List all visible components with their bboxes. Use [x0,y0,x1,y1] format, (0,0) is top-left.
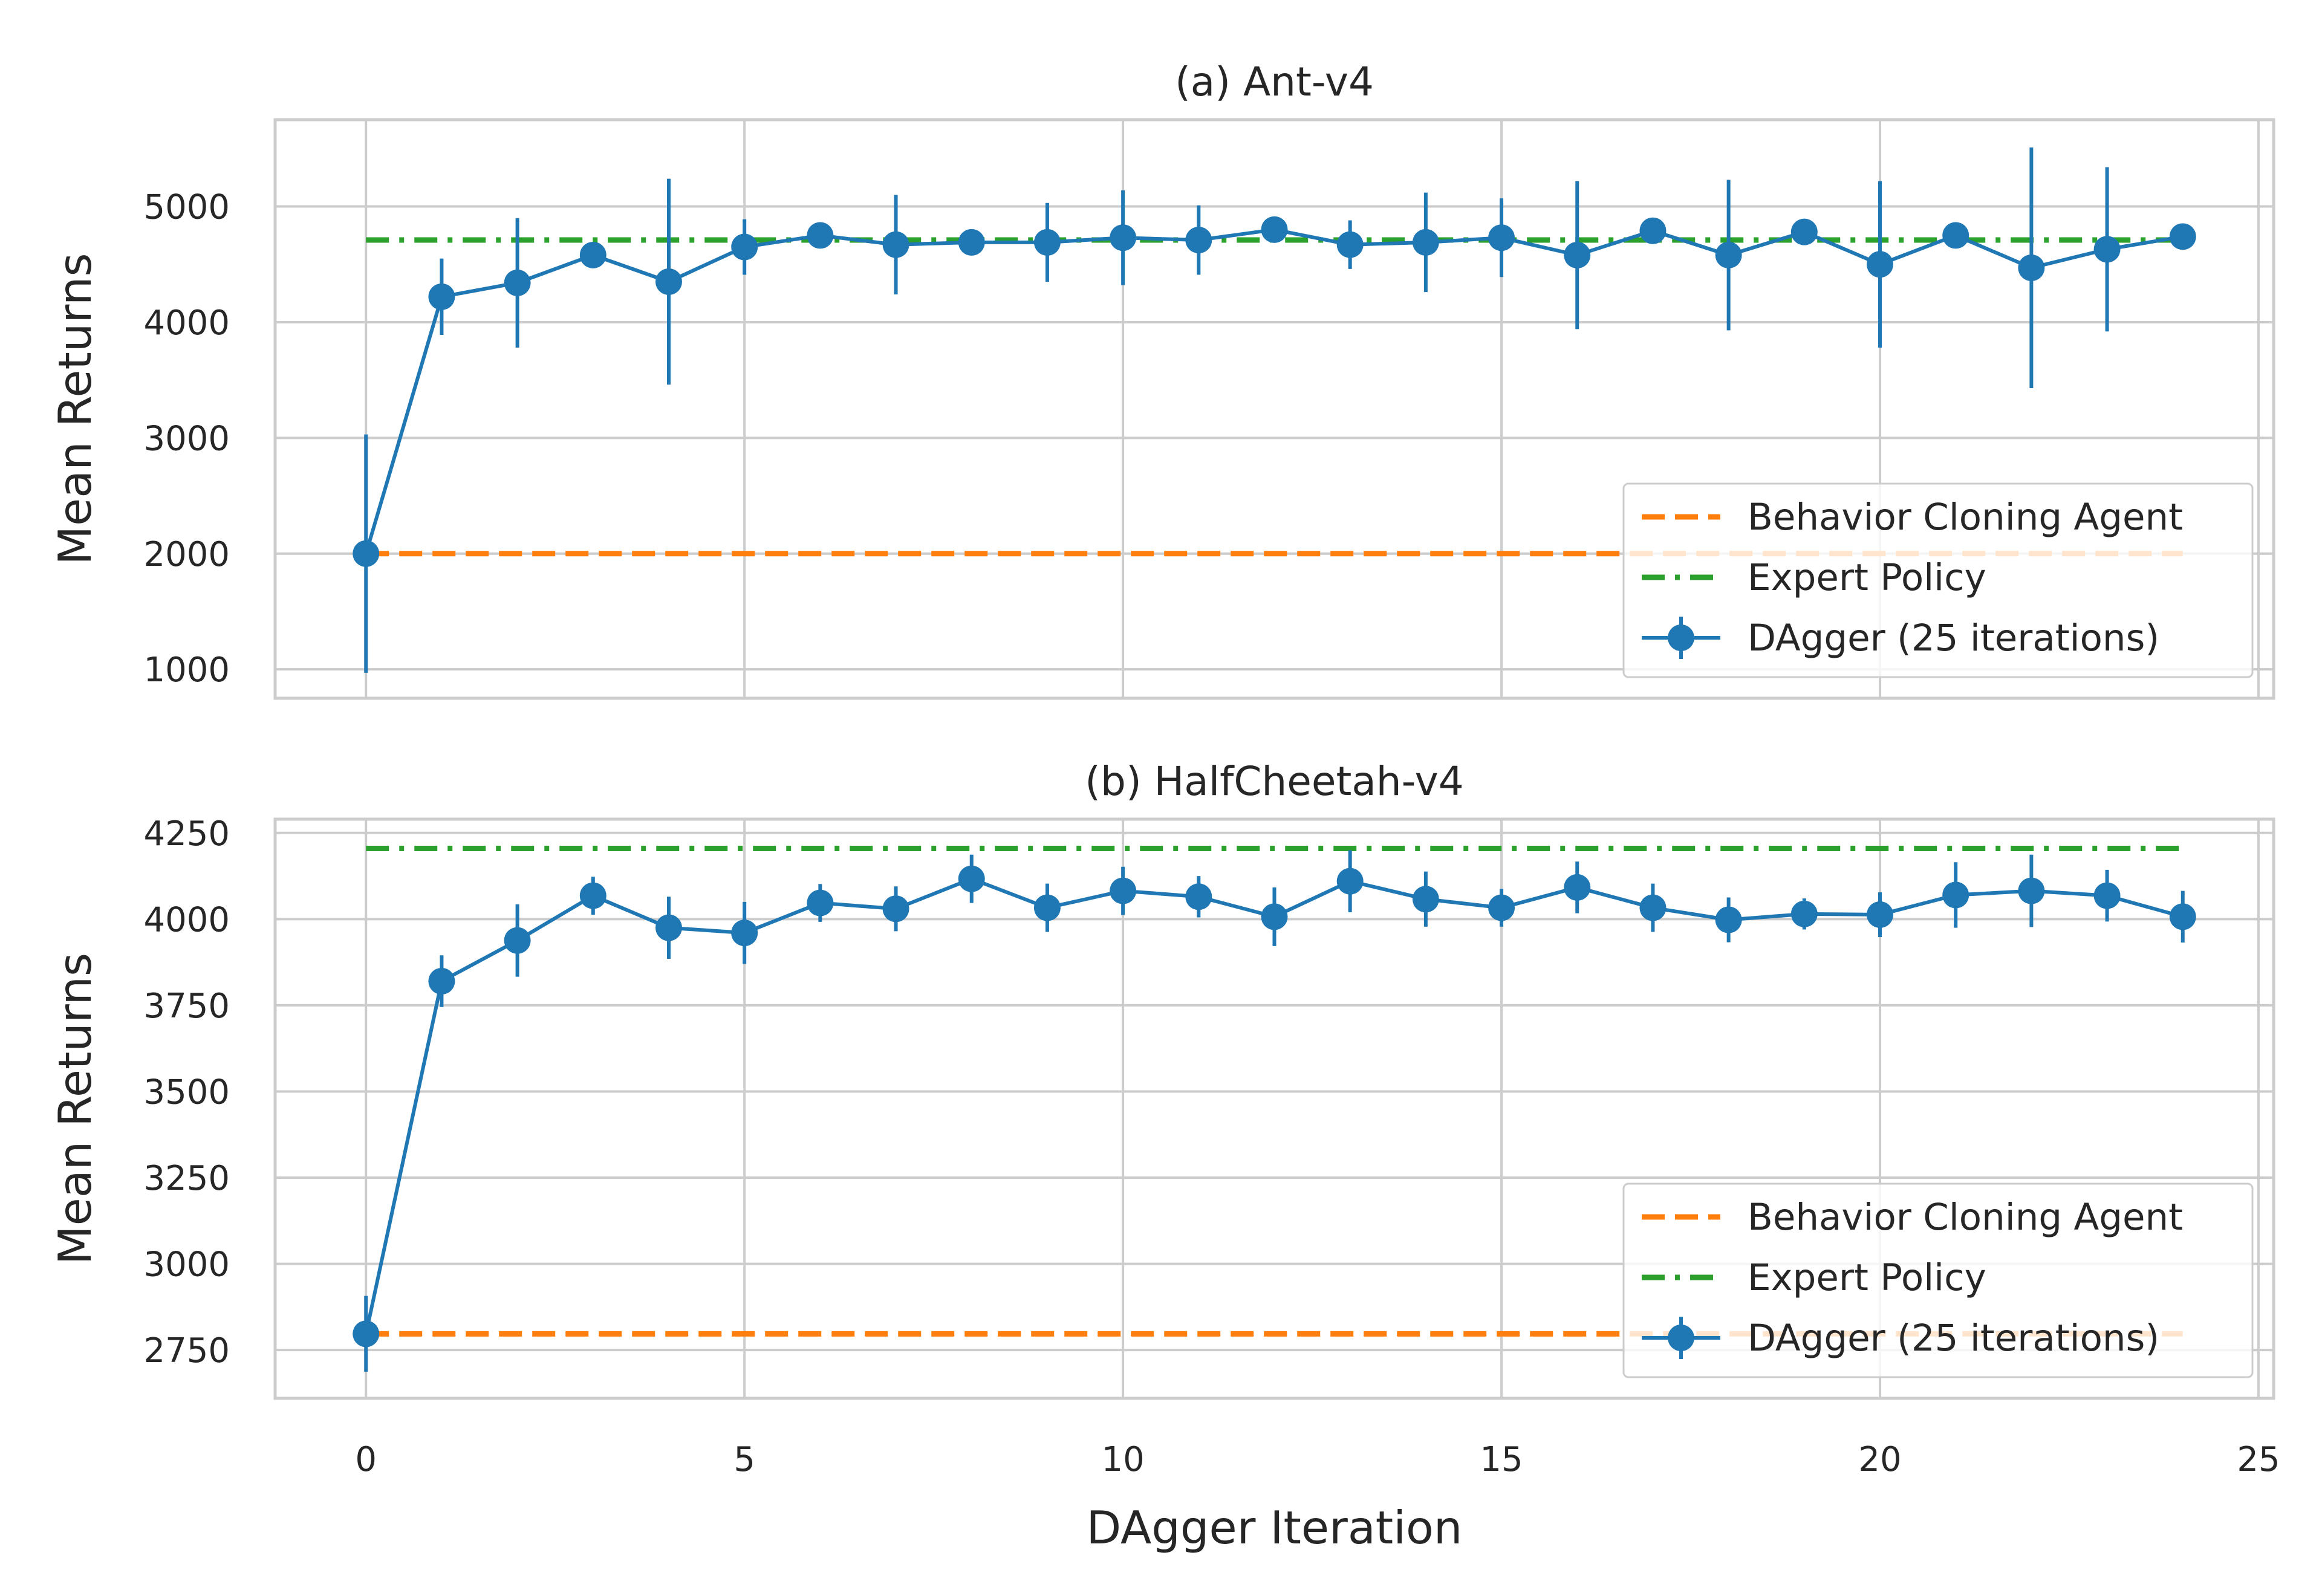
dagger-point [1033,229,1061,256]
x-axis-label: DAgger Iteration [1087,1501,1463,1554]
dagger-point [1790,218,1818,245]
axes-frame [273,118,2275,700]
dagger-point [958,865,985,892]
x-tick-label: 15 [1480,1440,1523,1479]
x-tick-label: 5 [733,1440,755,1479]
x-tick-label: 10 [1101,1440,1144,1479]
dagger-point [504,927,531,954]
dagger-point [2169,903,2196,930]
dagger-point [428,283,455,310]
legend-label: Behavior Cloning Agent [1748,1196,2183,1239]
dagger-point [1110,877,1137,904]
y-tick-label: 5000 [143,188,230,227]
y-tick-label: 2750 [143,1331,230,1371]
y-tick-label: 3000 [143,1245,230,1285]
y-tick-label: 3250 [143,1159,230,1198]
dagger-point [1942,881,1969,909]
dagger-point [1412,229,1439,256]
dagger-point [731,920,758,947]
dagger-point [2093,236,2121,263]
legend: Behavior Cloning Agent Expert Policy DAgge… [1622,1182,2254,1378]
y-tick-label: 1000 [143,650,230,690]
dagger-point [1261,903,1288,930]
dagger-point [1942,222,1969,249]
dagger-point [1412,886,1439,913]
dagger-point [579,882,607,909]
chart-title: (a) Ant-v4 [1175,59,1374,105]
legend-label: Expert Policy [1748,1256,1986,1299]
y-tick-label: 2000 [143,535,230,574]
panel-ant: (a) Ant-v4 Mean Returns 1000 2000 3000 4000… [48,59,2275,700]
dagger-point [2169,223,2196,250]
chart-title: (b) HalfCheetah-v4 [1085,758,1463,805]
legend-label: DAgger (25 iterations) [1748,1317,2159,1360]
y-tick-label: 4000 [143,900,230,939]
dagger-point [1033,894,1061,921]
dagger-point [1336,868,1364,895]
dagger-point [2093,882,2121,909]
dagger-point [1110,224,1137,251]
dagger-point [807,222,834,249]
y-axis-label: Mean Returns [48,253,102,565]
dagger-point [353,1320,380,1348]
legend-box [1622,1182,2254,1378]
dagger-point [428,968,455,995]
y-tick-label: 4250 [143,814,230,854]
legend-label: Expert Policy [1748,556,1986,599]
dagger-point [2018,254,2045,281]
legend-swatch-marker [1668,1325,1694,1351]
dagger-point [1867,901,1894,928]
dagger-point [1488,224,1515,251]
dagger-point [353,540,380,567]
dagger-point [1790,900,1818,927]
legend-label: DAgger (25 iterations) [1748,617,2159,660]
dagger-point [807,889,834,916]
axes-frame [273,817,2275,1400]
dagger-point [504,269,531,296]
dagger-point [958,229,985,256]
dagger-point [1336,231,1364,258]
dagger-point [655,914,682,941]
x-tick-label: 25 [2237,1440,2280,1479]
legend-label: Behavior Cloning Agent [1748,496,2183,539]
y-axis-label: Mean Returns [48,953,102,1265]
y-tick-label: 3500 [143,1072,230,1112]
y-tick-label: 3000 [143,419,230,458]
dagger-point [655,268,682,295]
x-tick-label: 20 [1858,1440,1901,1479]
dagger-point [882,231,909,258]
dagger-point [1715,906,1742,933]
y-tick-label: 3750 [143,987,230,1026]
dagger-point [882,895,909,923]
legend: Behavior Cloning Agent Expert Policy DAgge… [1622,482,2254,678]
y-tick-label: 4000 [143,303,230,343]
dagger-point [1261,216,1288,243]
dagger-point [1488,894,1515,921]
legend-box [1622,482,2254,678]
dagger-point [2018,877,2045,904]
dagger-point [1867,251,1894,278]
dagger-point [1715,241,1742,268]
dagger-point [1564,874,1591,901]
x-tick-label: 0 [355,1440,377,1479]
panel-halfcheetah: (b) HalfCheetah-v4 Mean Returns DAgger I… [48,758,2280,1554]
legend-swatch-marker [1668,624,1694,651]
dagger-point [579,241,607,268]
dagger-point [1639,894,1667,921]
dagger-point [1185,883,1212,910]
dagger-point [1185,227,1212,254]
dagger-point [1639,217,1667,244]
dagger-point [1564,241,1591,268]
dagger-point [731,233,758,261]
